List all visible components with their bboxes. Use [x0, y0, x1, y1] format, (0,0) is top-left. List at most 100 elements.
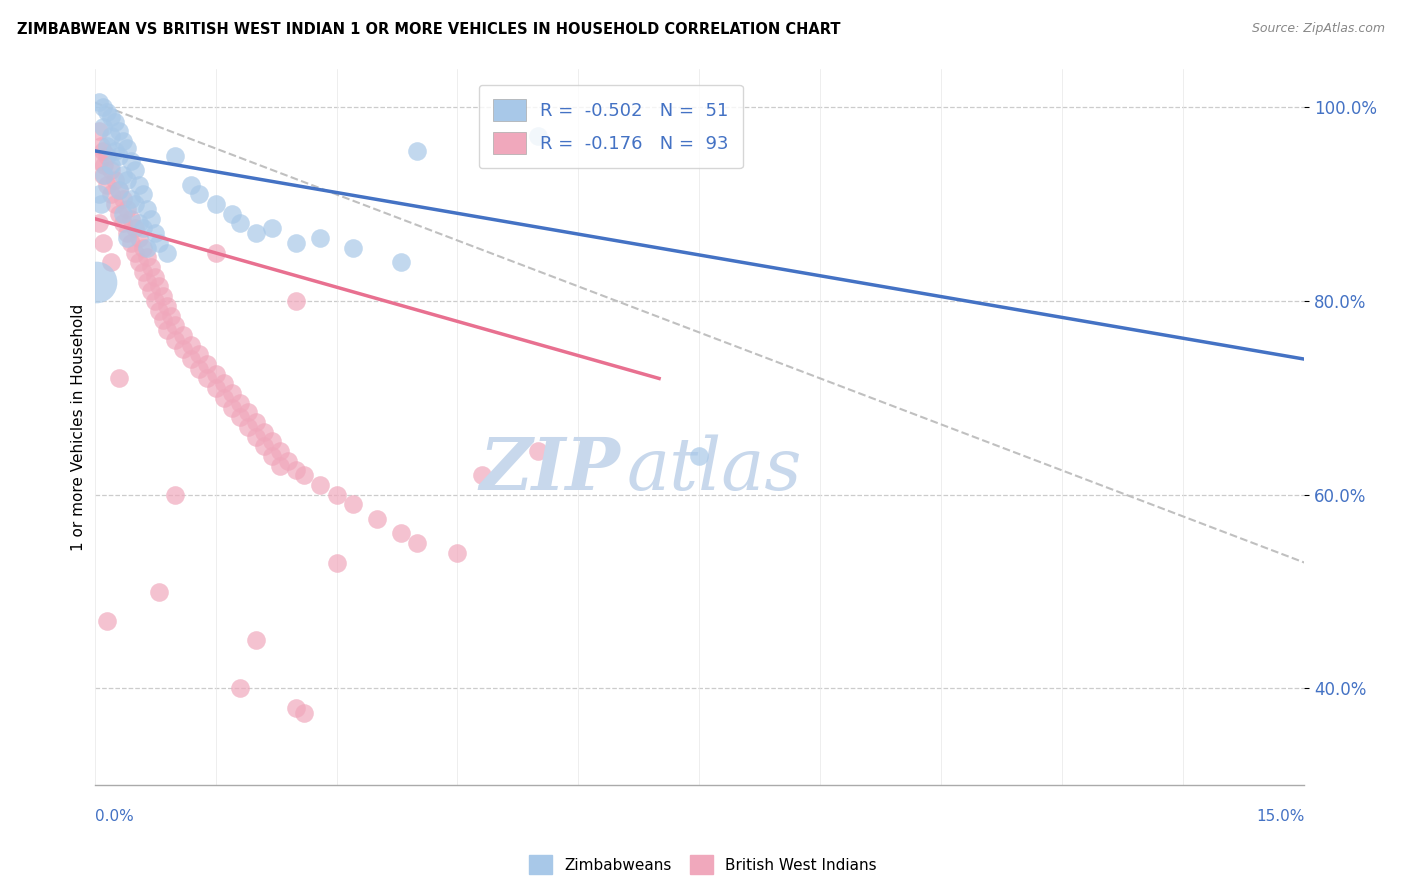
Point: [100, 158, 122, 172]
Point: [93, 158, 115, 172]
Point: [124, 221, 146, 235]
Text: 15.0%: 15.0%: [1256, 810, 1305, 824]
Point: [165, 318, 187, 333]
Point: [221, 207, 243, 221]
Point: [180, 337, 202, 351]
Point: [124, 245, 146, 260]
Point: [245, 226, 267, 240]
Point: [245, 415, 267, 429]
Point: [277, 454, 299, 468]
Point: [188, 361, 211, 376]
Point: [132, 241, 155, 255]
Point: [172, 343, 194, 357]
Point: [527, 444, 550, 458]
Point: [285, 293, 308, 308]
Point: [115, 173, 138, 187]
Point: [285, 463, 308, 477]
Text: atlas: atlas: [627, 434, 803, 505]
Point: [342, 241, 364, 255]
Point: [285, 700, 308, 714]
Point: [152, 313, 174, 327]
Point: [128, 178, 150, 192]
Point: [229, 681, 252, 696]
Point: [96, 149, 118, 163]
Point: [132, 265, 155, 279]
Point: [96, 178, 118, 192]
Point: [260, 449, 283, 463]
Point: [120, 153, 142, 168]
Point: [204, 197, 226, 211]
Point: [527, 129, 550, 144]
Point: [188, 187, 211, 202]
Point: [269, 444, 291, 458]
Point: [148, 584, 170, 599]
Point: [269, 458, 291, 473]
Point: [120, 211, 142, 226]
Point: [87, 95, 110, 110]
Text: 0.0%: 0.0%: [94, 810, 134, 824]
Point: [229, 395, 252, 409]
Point: [132, 221, 155, 235]
Point: [90, 139, 112, 153]
Point: [136, 202, 159, 216]
Point: [446, 546, 468, 560]
Point: [96, 139, 118, 153]
Point: [104, 144, 127, 158]
Point: [160, 309, 183, 323]
Point: [188, 347, 211, 361]
Point: [172, 327, 194, 342]
Point: [688, 449, 710, 463]
Point: [245, 429, 267, 443]
Point: [96, 105, 118, 120]
Point: [260, 221, 283, 235]
Point: [104, 173, 127, 187]
Point: [111, 217, 134, 231]
Text: Source: ZipAtlas.com: Source: ZipAtlas.com: [1251, 22, 1385, 36]
Point: [139, 260, 162, 274]
Point: [204, 245, 226, 260]
Point: [229, 217, 252, 231]
Point: [136, 251, 159, 265]
Point: [165, 333, 187, 347]
Point: [132, 187, 155, 202]
Point: [91, 168, 114, 182]
Point: [221, 386, 243, 401]
Point: [128, 255, 150, 269]
Point: [128, 217, 150, 231]
Point: [406, 144, 429, 158]
Point: [107, 183, 129, 197]
Legend: Zimbabweans, British West Indians: Zimbabweans, British West Indians: [523, 849, 883, 880]
Point: [156, 323, 179, 337]
Text: ZIP: ZIP: [479, 434, 621, 506]
Point: [253, 425, 276, 439]
Point: [229, 410, 252, 425]
Point: [87, 124, 110, 138]
Point: [124, 163, 146, 178]
Point: [111, 168, 134, 182]
Point: [87, 153, 110, 168]
Point: [115, 202, 138, 216]
Point: [366, 512, 388, 526]
Point: [100, 129, 122, 144]
Point: [107, 149, 129, 163]
Point: [389, 255, 412, 269]
Point: [285, 235, 308, 250]
Point: [111, 207, 134, 221]
Point: [342, 497, 364, 511]
Point: [143, 269, 166, 284]
Point: [236, 420, 259, 434]
Point: [204, 381, 226, 395]
Point: [136, 275, 159, 289]
Point: [156, 245, 179, 260]
Point: [165, 149, 187, 163]
Point: [197, 371, 219, 385]
Point: [90, 197, 112, 211]
Point: [115, 226, 138, 240]
Point: [152, 289, 174, 303]
Point: [87, 187, 110, 202]
Point: [107, 207, 129, 221]
Point: [96, 614, 118, 628]
Point: [245, 632, 267, 647]
Point: [104, 115, 127, 129]
Point: [87, 217, 110, 231]
